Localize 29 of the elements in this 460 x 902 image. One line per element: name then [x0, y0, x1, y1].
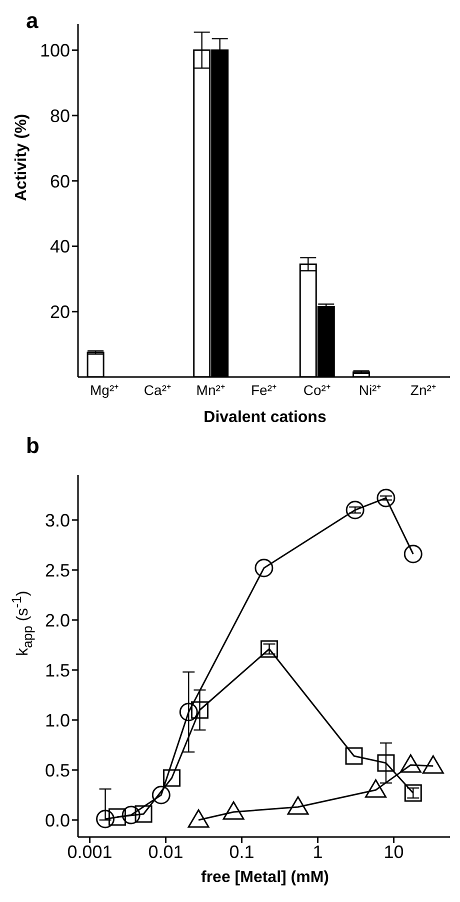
y-tick-label: 20	[50, 302, 70, 322]
x-tick-label: 10	[384, 842, 404, 862]
y-tick-label: 0.5	[44, 760, 70, 780]
y-tick-label: 3.0	[44, 510, 70, 530]
y-tick-label: 80	[50, 106, 70, 126]
x-tick-label: 1	[312, 842, 323, 862]
x-tick-label: 0.1	[229, 842, 254, 862]
y-tick-label: 100	[40, 40, 70, 61]
x-tick-label: Ni²⁺	[358, 382, 382, 398]
x-tick-label: Ca²⁺	[144, 382, 172, 398]
x-tick-label: 0.01	[148, 842, 184, 862]
y-tick-label: 60	[50, 171, 70, 192]
x-tick-label: 0.001	[67, 842, 112, 862]
x-tick-label: Mg²⁺	[90, 382, 120, 398]
chart-title: b	[26, 433, 40, 459]
y-tick-label: 2.5	[44, 560, 70, 580]
y-tick-label: 0.0	[44, 810, 70, 830]
y-tick-label: 2.0	[44, 610, 70, 630]
y-axis-title: Activity (%)	[13, 113, 31, 200]
x-tick-label: Zn²⁺	[410, 382, 436, 398]
x-axis-title: free [Metal] (mM)	[200, 869, 330, 887]
y-tick-label: 1.0	[44, 710, 70, 730]
x-tick-label: Fe²⁺	[251, 382, 277, 398]
y-tick-label: 1.5	[44, 660, 70, 680]
chart-title: a	[26, 8, 38, 34]
x-tick-label: Co²⁺	[303, 382, 331, 398]
y-tick-label: 40	[50, 236, 70, 257]
x-axis-title: Divalent cations	[202, 409, 328, 427]
x-tick-label: Mn²⁺	[196, 382, 226, 398]
